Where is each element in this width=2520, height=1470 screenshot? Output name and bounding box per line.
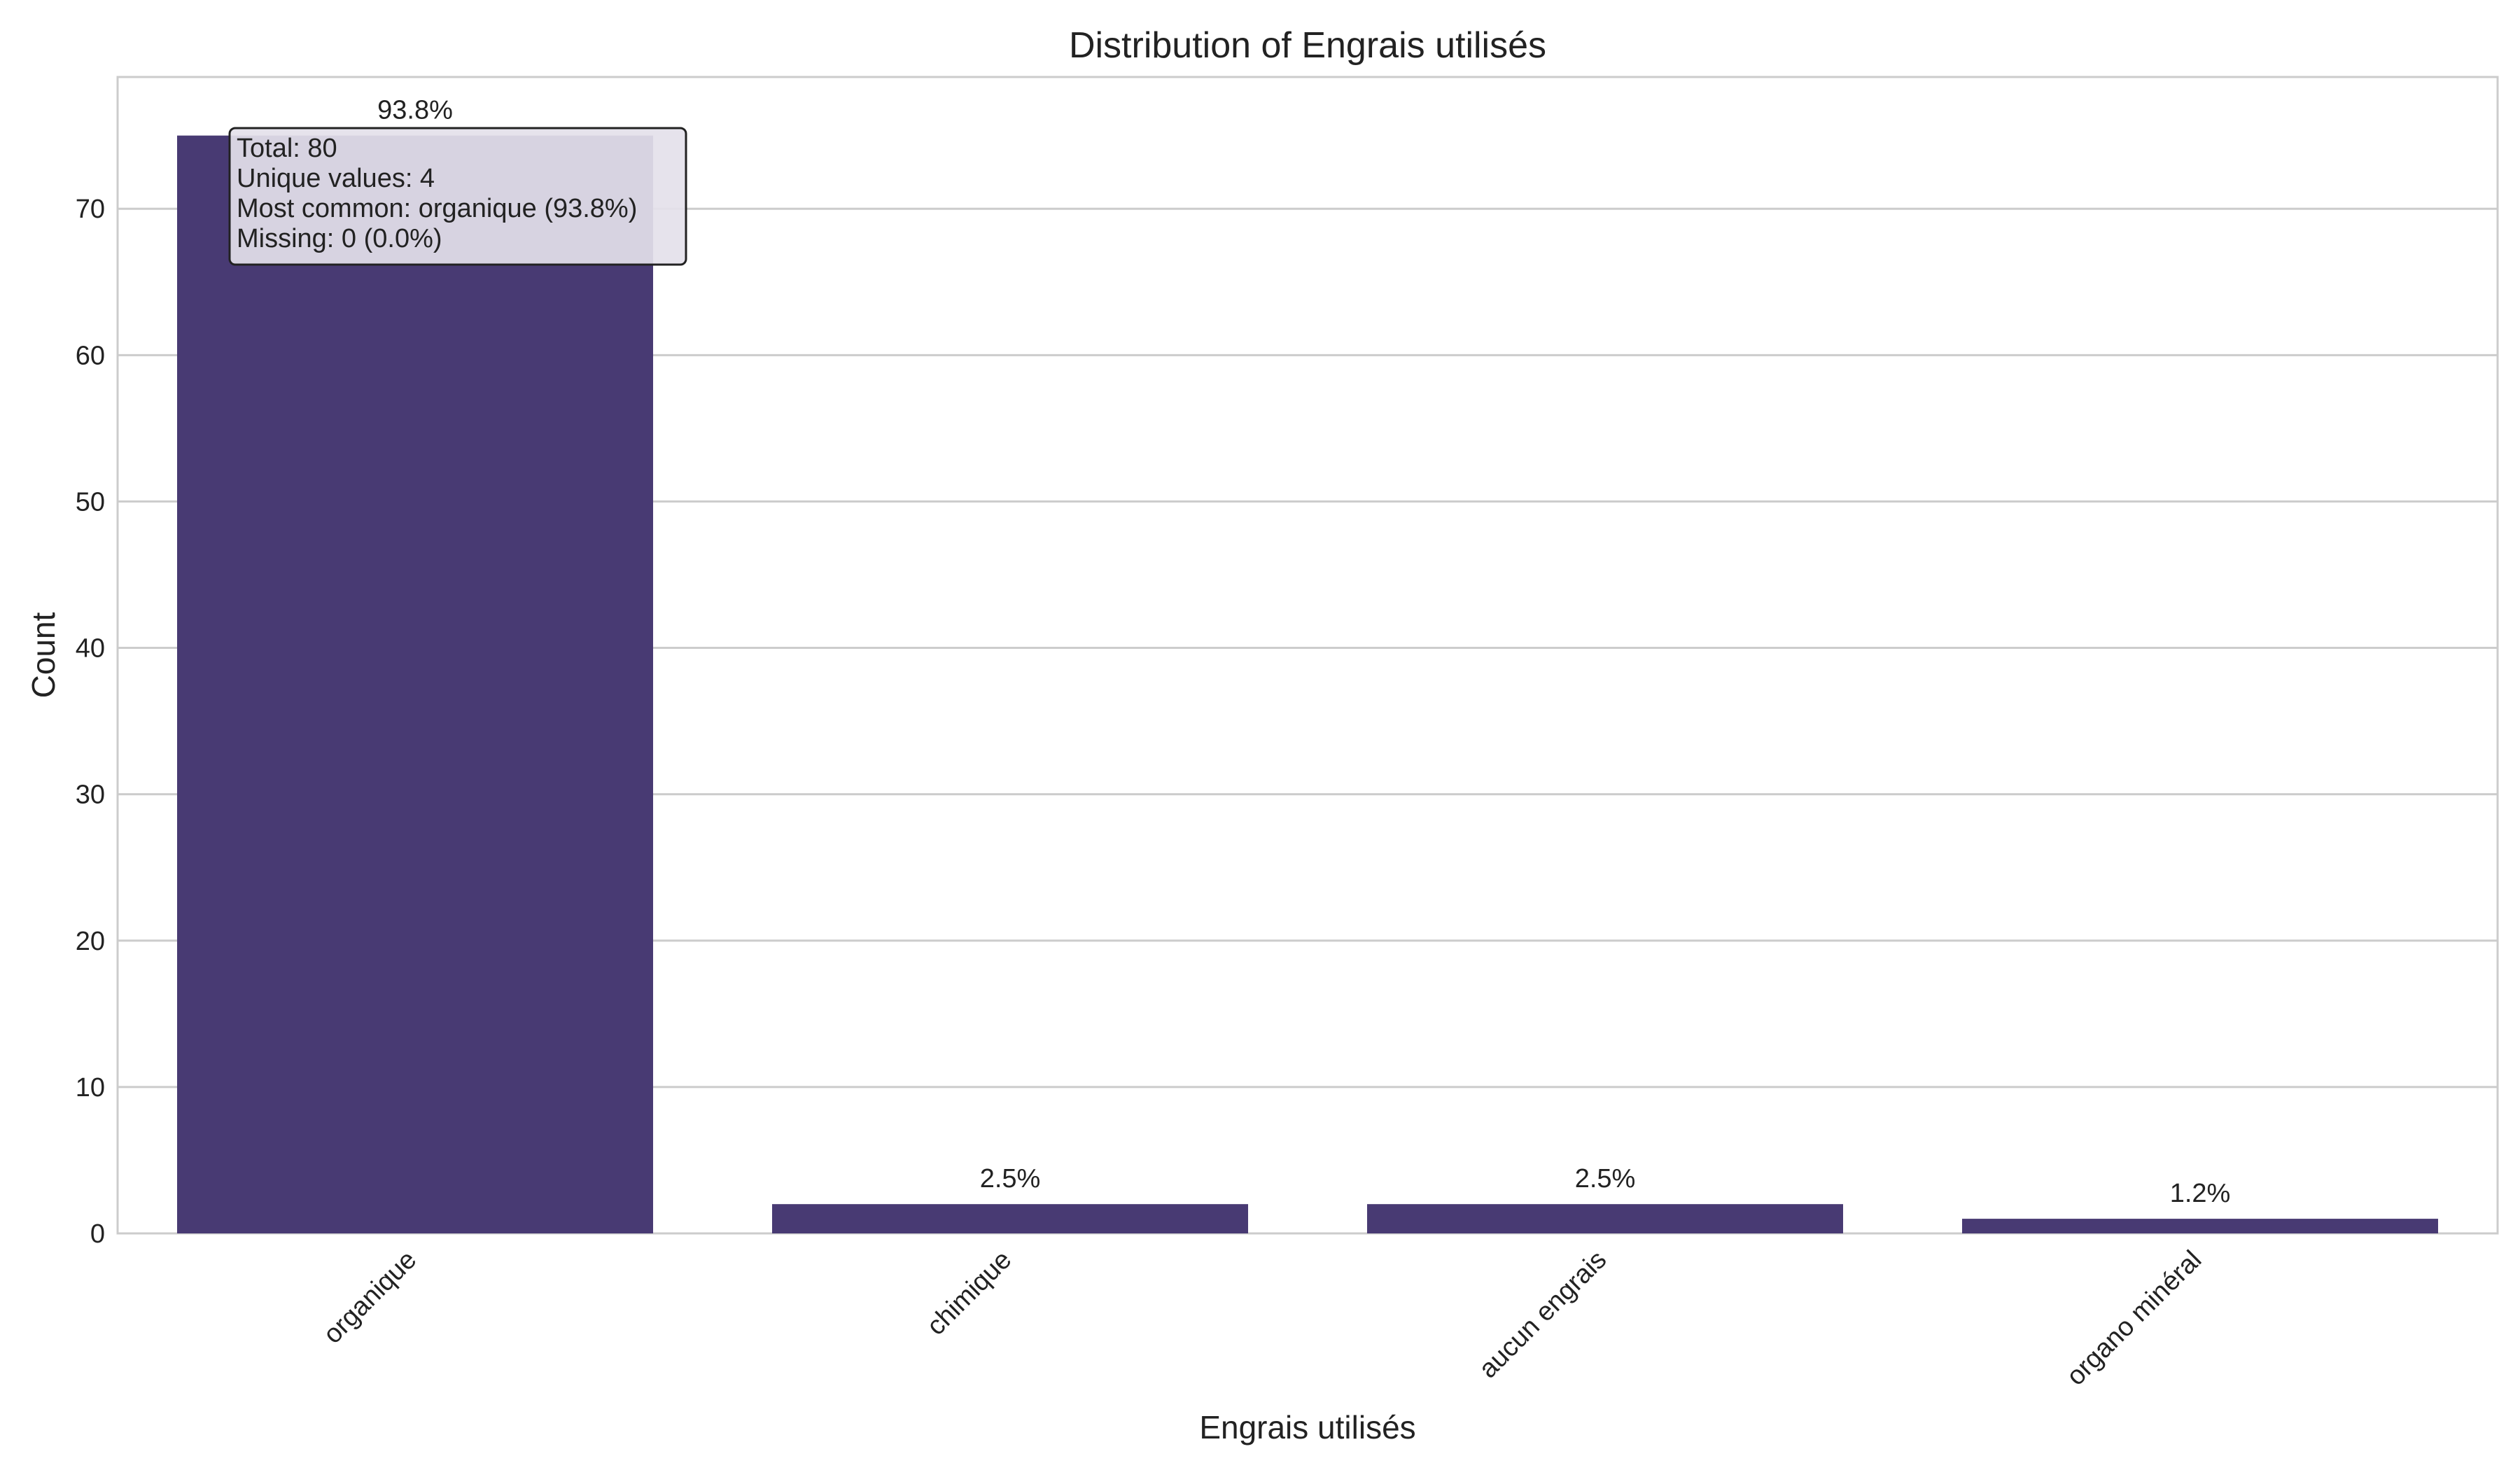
bar-percent-label: 2.5% — [1575, 1164, 1636, 1194]
y-tick-label: 10 — [76, 1073, 105, 1102]
x-tick-label: chimique — [921, 1245, 1017, 1341]
stats-box-background — [228, 127, 687, 266]
bar-percent-label: 93.8% — [377, 96, 453, 125]
x-axis-ticks: organique chimique aucun engrais organo min… — [318, 1245, 2207, 1392]
y-tick-label: 50 — [76, 487, 105, 517]
y-tick-label: 70 — [76, 195, 105, 224]
stats-line-most-common: Most common: organique (93.8%) — [237, 194, 637, 223]
bar-percent-label: 1.2% — [2170, 1179, 2231, 1208]
y-tick-label: 40 — [76, 634, 105, 664]
stats-line-total: Total: 80 — [237, 134, 337, 163]
bar-percent-label: 2.5% — [980, 1164, 1041, 1194]
x-axis-label: Engrais utilisés — [1199, 1409, 1415, 1446]
bar-chimique — [772, 1204, 1248, 1233]
y-tick-label: 60 — [76, 341, 105, 370]
plot-area-frame — [116, 76, 2499, 1235]
chart-title: Distribution of Engrais utilisés — [1069, 25, 1546, 66]
x-tick-label: organo minéral — [2061, 1245, 2207, 1392]
percent-labels: 93.8% 2.5% 2.5% 1.2% — [377, 96, 2230, 1208]
stats-line-missing: Missing: 0 (0.0%) — [237, 224, 442, 253]
y-axis-label: Count — [25, 612, 62, 698]
x-tick-label: organique — [318, 1245, 422, 1350]
x-tick-label: aucun engrais — [1474, 1245, 1613, 1385]
bar-organo-minéral — [1962, 1219, 2438, 1233]
y-axis-ticks: 0 10 20 30 40 50 60 70 — [76, 195, 105, 1249]
bar-organique — [177, 135, 653, 1234]
summary-stats-box: Total: 80 Unique values: 4 Most common: … — [228, 127, 687, 266]
y-tick-label: 20 — [76, 927, 105, 956]
y-tick-label: 30 — [76, 780, 105, 810]
bars — [177, 135, 2438, 1234]
bar-aucun-engrais — [1367, 1204, 1843, 1233]
stats-line-unique: Unique values: 4 — [237, 164, 435, 193]
y-tick-label: 0 — [90, 1219, 105, 1249]
